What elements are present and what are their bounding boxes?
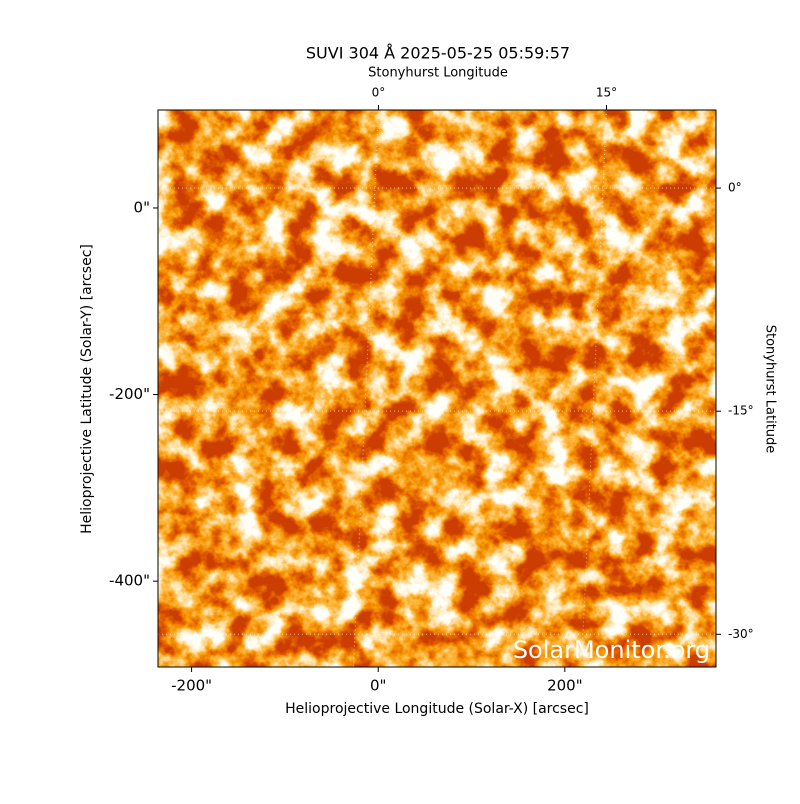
y2-axis-label: Stonyhurst Latitude	[763, 325, 778, 454]
plot-frame	[157, 109, 717, 668]
y-tick-label: 0"	[134, 198, 150, 216]
grid-line	[352, 110, 379, 667]
x2-axis-label: Stonyhurst Longitude	[368, 66, 508, 81]
x2-tick-label: 0°	[372, 86, 386, 100]
x-tick-label: -200"	[171, 677, 212, 695]
x-tick-label: 0"	[370, 677, 386, 695]
x-axis-label: Helioprojective Longitude (Solar-X) [arc…	[285, 701, 589, 717]
grid-line	[581, 110, 608, 667]
x2-tick-label: 15°	[596, 86, 617, 100]
solar-image	[158, 110, 716, 667]
y2-tick-label: -15°	[728, 404, 754, 418]
x-tick-label: 200"	[547, 677, 583, 695]
y-axis-label: Helioprojective Latitude (Solar-Y) [arcs…	[79, 244, 95, 534]
watermark: SolarMonitor.org	[513, 636, 710, 664]
y-tick-label: -200"	[109, 385, 150, 403]
chart-title: SUVI 304 Å 2025-05-25 05:59:57	[306, 44, 570, 63]
y2-tick-label: -30°	[728, 627, 754, 641]
y-tick-label: -400"	[109, 572, 150, 590]
y2-tick-label: 0°	[728, 181, 742, 195]
